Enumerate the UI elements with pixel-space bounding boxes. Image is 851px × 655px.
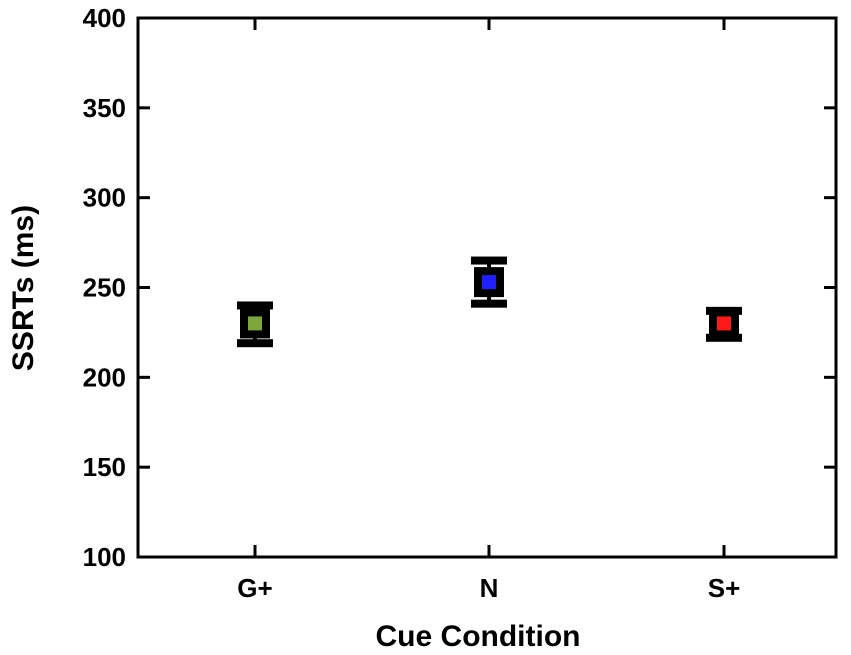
y-tick-label: 300 (83, 183, 126, 213)
x-tick-label: S+ (708, 573, 741, 603)
data-points (237, 256, 742, 348)
y-tick-label: 200 (83, 362, 126, 392)
y-tick-label: 150 (83, 452, 126, 482)
y-tick-label: 100 (83, 542, 126, 572)
y-tick-label: 400 (83, 3, 126, 33)
data-point (248, 316, 262, 331)
x-axis-title: Cue Condition (376, 620, 581, 653)
x-axis: G+ N S+ (237, 18, 740, 603)
x-tick-label: N (480, 573, 499, 603)
y-tick-label: 350 (83, 93, 126, 123)
error-cap-bottom (471, 299, 507, 308)
y-axis-title: SSRTs (ms) (7, 205, 40, 371)
y-tick-label: 250 (83, 273, 126, 303)
error-cap-top (237, 301, 273, 310)
error-cap-bottom (237, 339, 273, 348)
data-point (482, 275, 496, 290)
data-point (717, 316, 731, 331)
error-cap-top (471, 256, 507, 265)
y-axis: 100 150 200 250 300 350 400 (83, 3, 836, 572)
x-tick-label: G+ (237, 573, 272, 603)
